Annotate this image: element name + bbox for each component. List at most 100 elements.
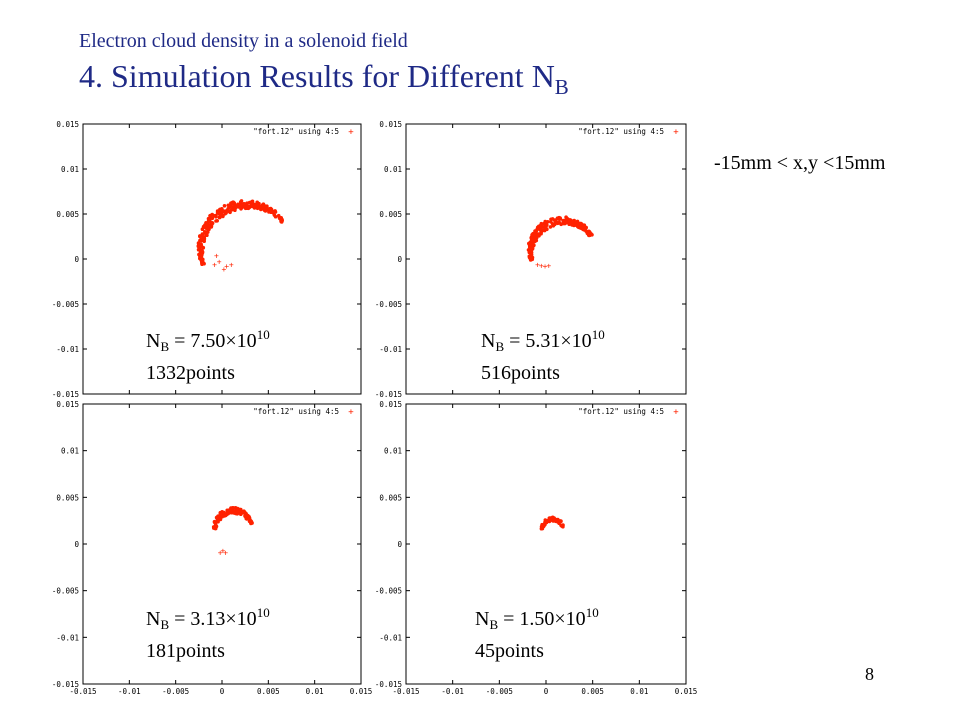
y-tick-label: -0.005 [375,587,402,596]
data-point [561,221,565,226]
data-point [250,204,254,209]
y-tick-label: -0.005 [52,587,79,596]
scatter-panel-3: 0.015 0.01 0.005 0 -0.005 -0.01 -0.015-0.015 -0… [52,400,372,696]
legend-marker: + [673,408,679,418]
data-point [550,217,555,221]
data-point [202,235,207,239]
data-point [552,222,557,227]
data-point [236,202,240,207]
x-tick-label: -0.015 [392,687,419,696]
data-point [216,519,220,524]
data-point [212,526,216,530]
data-point [222,204,227,208]
data-point [219,213,224,217]
y-tick-label: 0.005 [379,493,402,502]
data-point [215,219,219,223]
data-point [253,204,257,209]
caption-subscript: B [489,617,499,632]
stray-point: + [217,258,222,267]
data-point [199,255,203,259]
legend-marker: + [348,408,354,418]
data-point [205,223,209,227]
scatter-panel-2: 0.015 0.01 0.005 0 -0.005 -0.01 -0.015 "fort.12… [375,120,687,399]
y-tick-label: -0.005 [52,300,79,309]
data-point [239,204,243,208]
legend-marker: + [673,128,679,138]
data-point [243,514,247,519]
y-tick-label: 0.01 [384,165,402,174]
y-tick-label: 0.015 [379,400,402,409]
data-point [580,226,585,231]
data-point [203,231,208,236]
y-tick-label: 0.01 [61,447,79,456]
stray-point: + [546,261,551,270]
caption-exponent: 10 [591,327,605,342]
data-point [255,206,260,211]
data-point [544,224,548,229]
data-point [574,221,579,225]
x-tick-label: 0.015 [675,687,698,696]
data-point [545,227,549,232]
data-point [564,220,568,225]
y-tick-label: -0.015 [52,390,79,399]
stray-point: + [223,548,228,557]
x-tick-label: 0 [544,687,549,696]
y-tick-label: -0.005 [375,300,402,309]
data-point [250,199,255,204]
data-point [234,205,238,209]
range-note: -15mm < x,y <15mm [714,152,886,174]
data-point [272,213,277,217]
x-tick-label: 0.015 [350,687,373,696]
y-tick-label: 0 [397,255,402,264]
y-tick-label: 0.015 [56,400,79,409]
data-point [533,229,538,233]
data-point [212,520,217,525]
y-tick-label: 0 [74,540,79,549]
data-point [277,215,282,220]
y-tick-label: 0.01 [61,165,79,174]
legend-label: "fort.12" using 4:5 [578,127,664,136]
slide-subtitle: Electron cloud density in a solenoid fie… [79,30,408,52]
data-point [570,223,574,227]
x-tick-label: -0.005 [486,687,513,696]
x-tick-label: 0.005 [257,687,280,696]
y-tick-label: -0.01 [56,633,79,642]
stray-point: + [224,262,229,271]
data-point [212,213,216,218]
data-point [534,235,539,239]
data-point [217,215,222,220]
y-tick-label: -0.01 [379,633,402,642]
data-point [225,508,229,513]
data-point [273,210,278,214]
data-point [261,207,265,211]
title-text: 4. Simulation Results for Different N [79,58,555,94]
caption-points: 181points [146,640,225,662]
data-point [570,219,574,223]
y-tick-label: 0 [397,540,402,549]
scatter-panel-4: 0.015 0.01 0.005 0 -0.005 -0.01 -0.015-0.015 -0… [375,400,697,696]
data-point [558,216,562,220]
data-point [233,208,237,212]
scatter-panel-1: 0.015 0.01 0.005 0 -0.005 -0.01 -0.015 "fort.12… [52,120,362,399]
caption-points: 516points [481,362,560,384]
data-point [264,205,269,209]
data-point [198,234,202,239]
stray-point: + [539,261,544,270]
stray-point: + [229,260,234,269]
title-subscript: B [554,75,569,99]
caption-value: = 5.31×10 [504,330,592,352]
legend-label: "fort.12" using 4:5 [253,407,339,416]
y-tick-label: -0.015 [375,680,402,689]
x-tick-label: 0.01 [306,687,324,696]
caption-panel-1: NB = 7.50×1010 1332points [146,322,270,386]
data-point [200,258,204,262]
y-tick-label: 0.01 [384,447,402,456]
data-point [239,507,243,512]
data-point [263,209,268,213]
data-point [579,221,583,226]
caption-panel-3: NB = 3.13×1010 181points [146,600,270,664]
stray-point: + [221,547,226,556]
data-point [530,233,534,237]
legend-label: "fort.12" using 4:5 [578,407,664,416]
y-tick-label: 0.015 [56,120,79,129]
